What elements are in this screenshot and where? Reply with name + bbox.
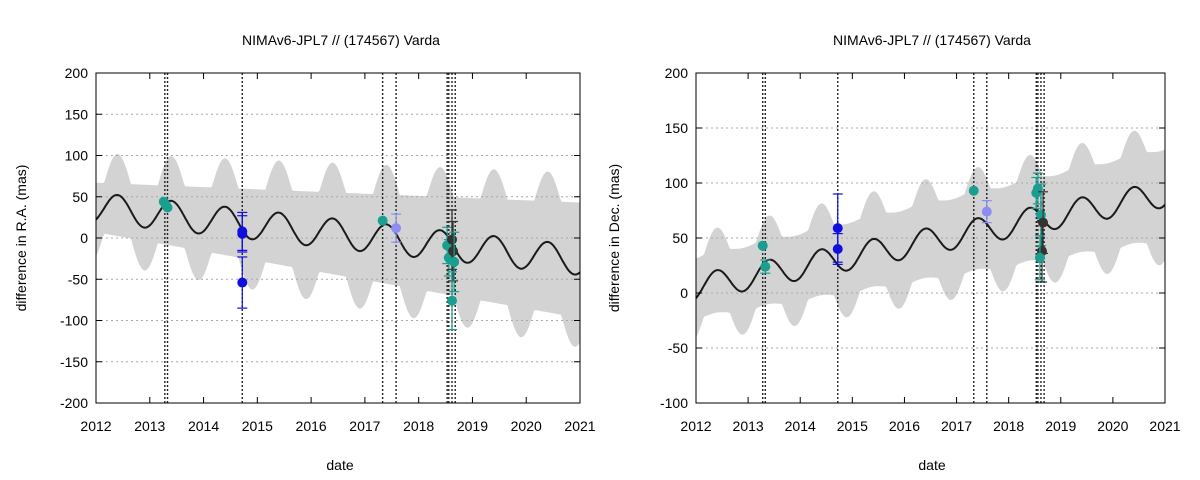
chart-title: NIMAv6-JPL7 // (174567) Varda [242, 32, 440, 48]
plot-area [95, 73, 581, 403]
data-point [1038, 217, 1049, 228]
x-tick-label: 2015 [242, 418, 273, 434]
data-point [760, 261, 771, 272]
x-tick-label: 2020 [511, 418, 542, 434]
dec-panel: NIMAv6-JPL7 // (174567) Varda difference… [606, 32, 1181, 473]
data-point [237, 228, 248, 239]
y-tick-label: 100 [665, 175, 689, 191]
y-tick-label: -50 [668, 340, 688, 356]
y-tick-label: 100 [65, 148, 89, 164]
y-tick-label: -150 [60, 354, 88, 370]
data-point [981, 206, 992, 217]
data-point [447, 234, 458, 245]
data-point [1032, 183, 1043, 194]
x-tick-label: 2021 [564, 418, 595, 434]
chart-title: NIMAv6-JPL7 // (174567) Varda [833, 32, 1031, 48]
data-point [448, 246, 459, 257]
x-tick-label: 2019 [1045, 418, 1076, 434]
x-axis-label: date [918, 457, 945, 473]
x-tick-label: 2021 [1149, 418, 1180, 434]
y-tick-label: 200 [665, 65, 689, 81]
y-tick-label: 200 [65, 65, 89, 81]
data-point [162, 202, 173, 213]
x-tick-label: 2017 [941, 418, 972, 434]
x-tick-label: 2012 [680, 418, 711, 434]
x-tick-label: 2016 [296, 418, 327, 434]
y-tick-label: -50 [68, 271, 88, 287]
y-tick-label: 0 [80, 230, 88, 246]
x-tick-label: 2020 [1097, 418, 1128, 434]
x-tick-label: 2019 [457, 418, 488, 434]
y-axis-label: difference in R.A. (mas) [13, 165, 29, 312]
x-axis-label: date [326, 457, 353, 473]
data-point [832, 223, 843, 234]
data-point [391, 223, 402, 234]
y-tick-label: 150 [665, 120, 689, 136]
uncertainty-band [696, 130, 1165, 338]
uncertainty-band [96, 153, 580, 347]
x-tick-label: 2016 [889, 418, 920, 434]
x-tick-label: 2015 [837, 418, 868, 434]
y-tick-label: 0 [680, 285, 688, 301]
data-point [377, 215, 388, 226]
data-point [832, 244, 843, 254]
y-tick-label: 50 [672, 230, 688, 246]
x-tick-label: 2013 [733, 418, 764, 434]
data-point [1034, 252, 1045, 263]
x-tick-label: 2017 [349, 418, 380, 434]
data-point [757, 240, 768, 251]
model-curve [695, 185, 1166, 299]
x-tick-label: 2013 [134, 418, 165, 434]
data-point [237, 277, 248, 288]
x-tick-label: 2014 [785, 418, 816, 434]
x-tick-label: 2012 [80, 418, 111, 434]
ra-panel: NIMAv6-JPL7 // (174567) Varda difference… [13, 32, 596, 473]
plot-area [695, 73, 1166, 403]
y-tick-label: -200 [60, 395, 88, 411]
y-tick-label: 50 [72, 189, 88, 205]
x-tick-label: 2018 [993, 418, 1024, 434]
data-point [449, 256, 460, 267]
model-curve [95, 194, 581, 276]
y-tick-label: 150 [65, 106, 89, 122]
data-point [968, 185, 979, 196]
x-tick-label: 2014 [188, 418, 219, 434]
data-point [447, 295, 458, 306]
x-tick-label: 2018 [403, 418, 434, 434]
y-tick-label: -100 [60, 313, 88, 329]
y-tick-label: -100 [660, 395, 688, 411]
y-axis-label: difference in Dec. (mas) [606, 164, 622, 312]
